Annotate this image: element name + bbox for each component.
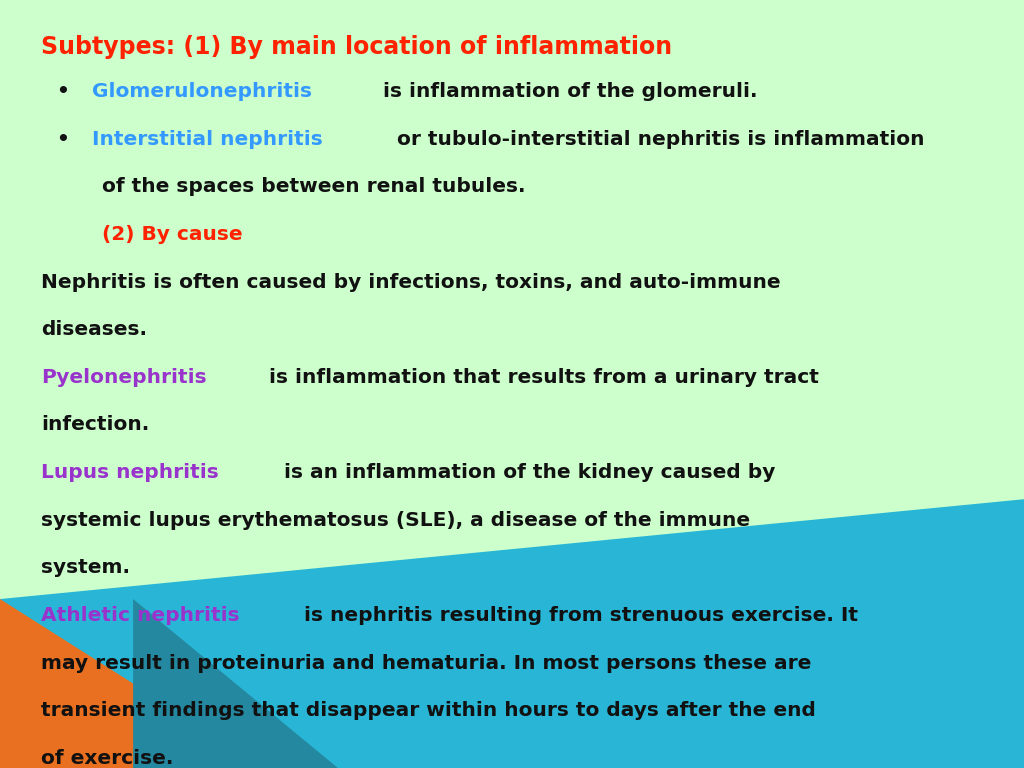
Text: Subtypes: (1) By main location of inflammation: Subtypes: (1) By main location of inflam… xyxy=(41,35,672,58)
Text: or tubulo-interstitial nephritis is inflammation: or tubulo-interstitial nephritis is infl… xyxy=(390,130,925,149)
Text: systemic lupus erythematosus (SLE), a disease of the immune: systemic lupus erythematosus (SLE), a di… xyxy=(41,511,751,530)
Text: transient findings that disappear within hours to days after the end: transient findings that disappear within… xyxy=(41,701,816,720)
Text: system.: system. xyxy=(41,558,130,578)
Text: of the spaces between renal tubules.: of the spaces between renal tubules. xyxy=(102,177,526,197)
Text: Lupus nephritis: Lupus nephritis xyxy=(41,463,219,482)
Text: diseases.: diseases. xyxy=(41,320,147,339)
Polygon shape xyxy=(133,599,338,768)
Text: (2) By cause: (2) By cause xyxy=(102,225,243,244)
Polygon shape xyxy=(0,599,266,768)
Text: is nephritis resulting from strenuous exercise. It: is nephritis resulting from strenuous ex… xyxy=(297,606,858,625)
Text: is inflammation of the glomeruli.: is inflammation of the glomeruli. xyxy=(376,82,758,101)
Text: of exercise.: of exercise. xyxy=(41,749,173,768)
Text: Nephritis is often caused by infections, toxins, and auto-immune: Nephritis is often caused by infections,… xyxy=(41,273,780,292)
Text: infection.: infection. xyxy=(41,415,150,435)
Text: may result in proteinuria and hematuria. In most persons these are: may result in proteinuria and hematuria.… xyxy=(41,654,811,673)
Text: is inflammation that results from a urinary tract: is inflammation that results from a urin… xyxy=(255,368,818,387)
Text: Athletic nephritis: Athletic nephritis xyxy=(41,606,240,625)
Polygon shape xyxy=(0,499,1024,768)
Text: is an inflammation of the kidney caused by: is an inflammation of the kidney caused … xyxy=(270,463,776,482)
Text: Interstitial nephritis: Interstitial nephritis xyxy=(92,130,323,149)
Text: •: • xyxy=(56,82,70,101)
Text: Glomerulonephritis: Glomerulonephritis xyxy=(92,82,312,101)
Text: Pyelonephritis: Pyelonephritis xyxy=(41,368,207,387)
Text: •: • xyxy=(56,130,70,149)
